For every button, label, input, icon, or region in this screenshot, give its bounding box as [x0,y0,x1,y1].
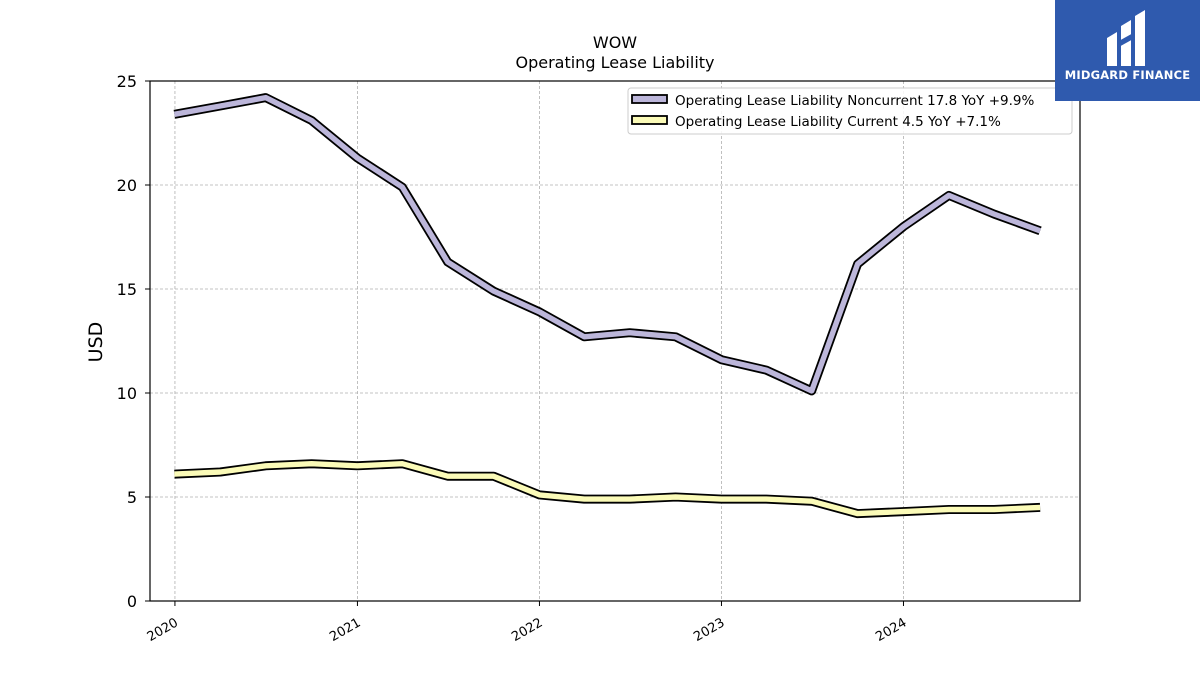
legend-swatch-current [631,115,668,125]
chart-subtitle: Operating Lease Liability [515,53,714,72]
x-tick-label: 2021 [327,615,363,645]
series-outline-1 [174,459,1041,519]
x-tick-label: 2024 [873,615,909,645]
y-tick-label: 15 [117,280,137,299]
chart-title: WOW [593,33,637,52]
y-tick-label: 20 [117,176,137,195]
legend: Operating Lease Liability Noncurrent 17.… [627,87,1073,135]
series-lines [173,93,1042,519]
brand-name: MIDGARD FINANCE [1064,68,1191,82]
y-tick-label: 0 [127,592,137,611]
y-axis: 0 5 10 15 20 25 [117,72,150,611]
y-axis-label: USD [85,322,107,363]
legend-box [627,87,1073,135]
y-tick-label: 10 [117,384,137,403]
x-tick-label: 2022 [509,615,545,645]
grid [150,80,1080,602]
x-axis: 2020 2021 2022 2023 2024 [145,601,909,645]
legend-label-current: Operating Lease Liability Current 4.5 Yo… [675,114,1001,130]
y-tick-label: 25 [117,72,137,91]
y-tick-label: 5 [127,488,137,507]
brand-logo-icon [1107,10,1145,66]
brand-logo: MIDGARD FINANCE [1055,0,1200,101]
legend-swatch-noncurrent [631,94,668,104]
x-tick-label: 2020 [145,615,181,645]
legend-label-noncurrent: Operating Lease Liability Noncurrent 17.… [675,93,1035,109]
series-outline-0 [173,93,1042,396]
series-line-0 [173,94,1042,394]
x-tick-label: 2023 [691,615,727,645]
series-line-1 [174,461,1041,517]
plot-frame [149,80,1081,602]
